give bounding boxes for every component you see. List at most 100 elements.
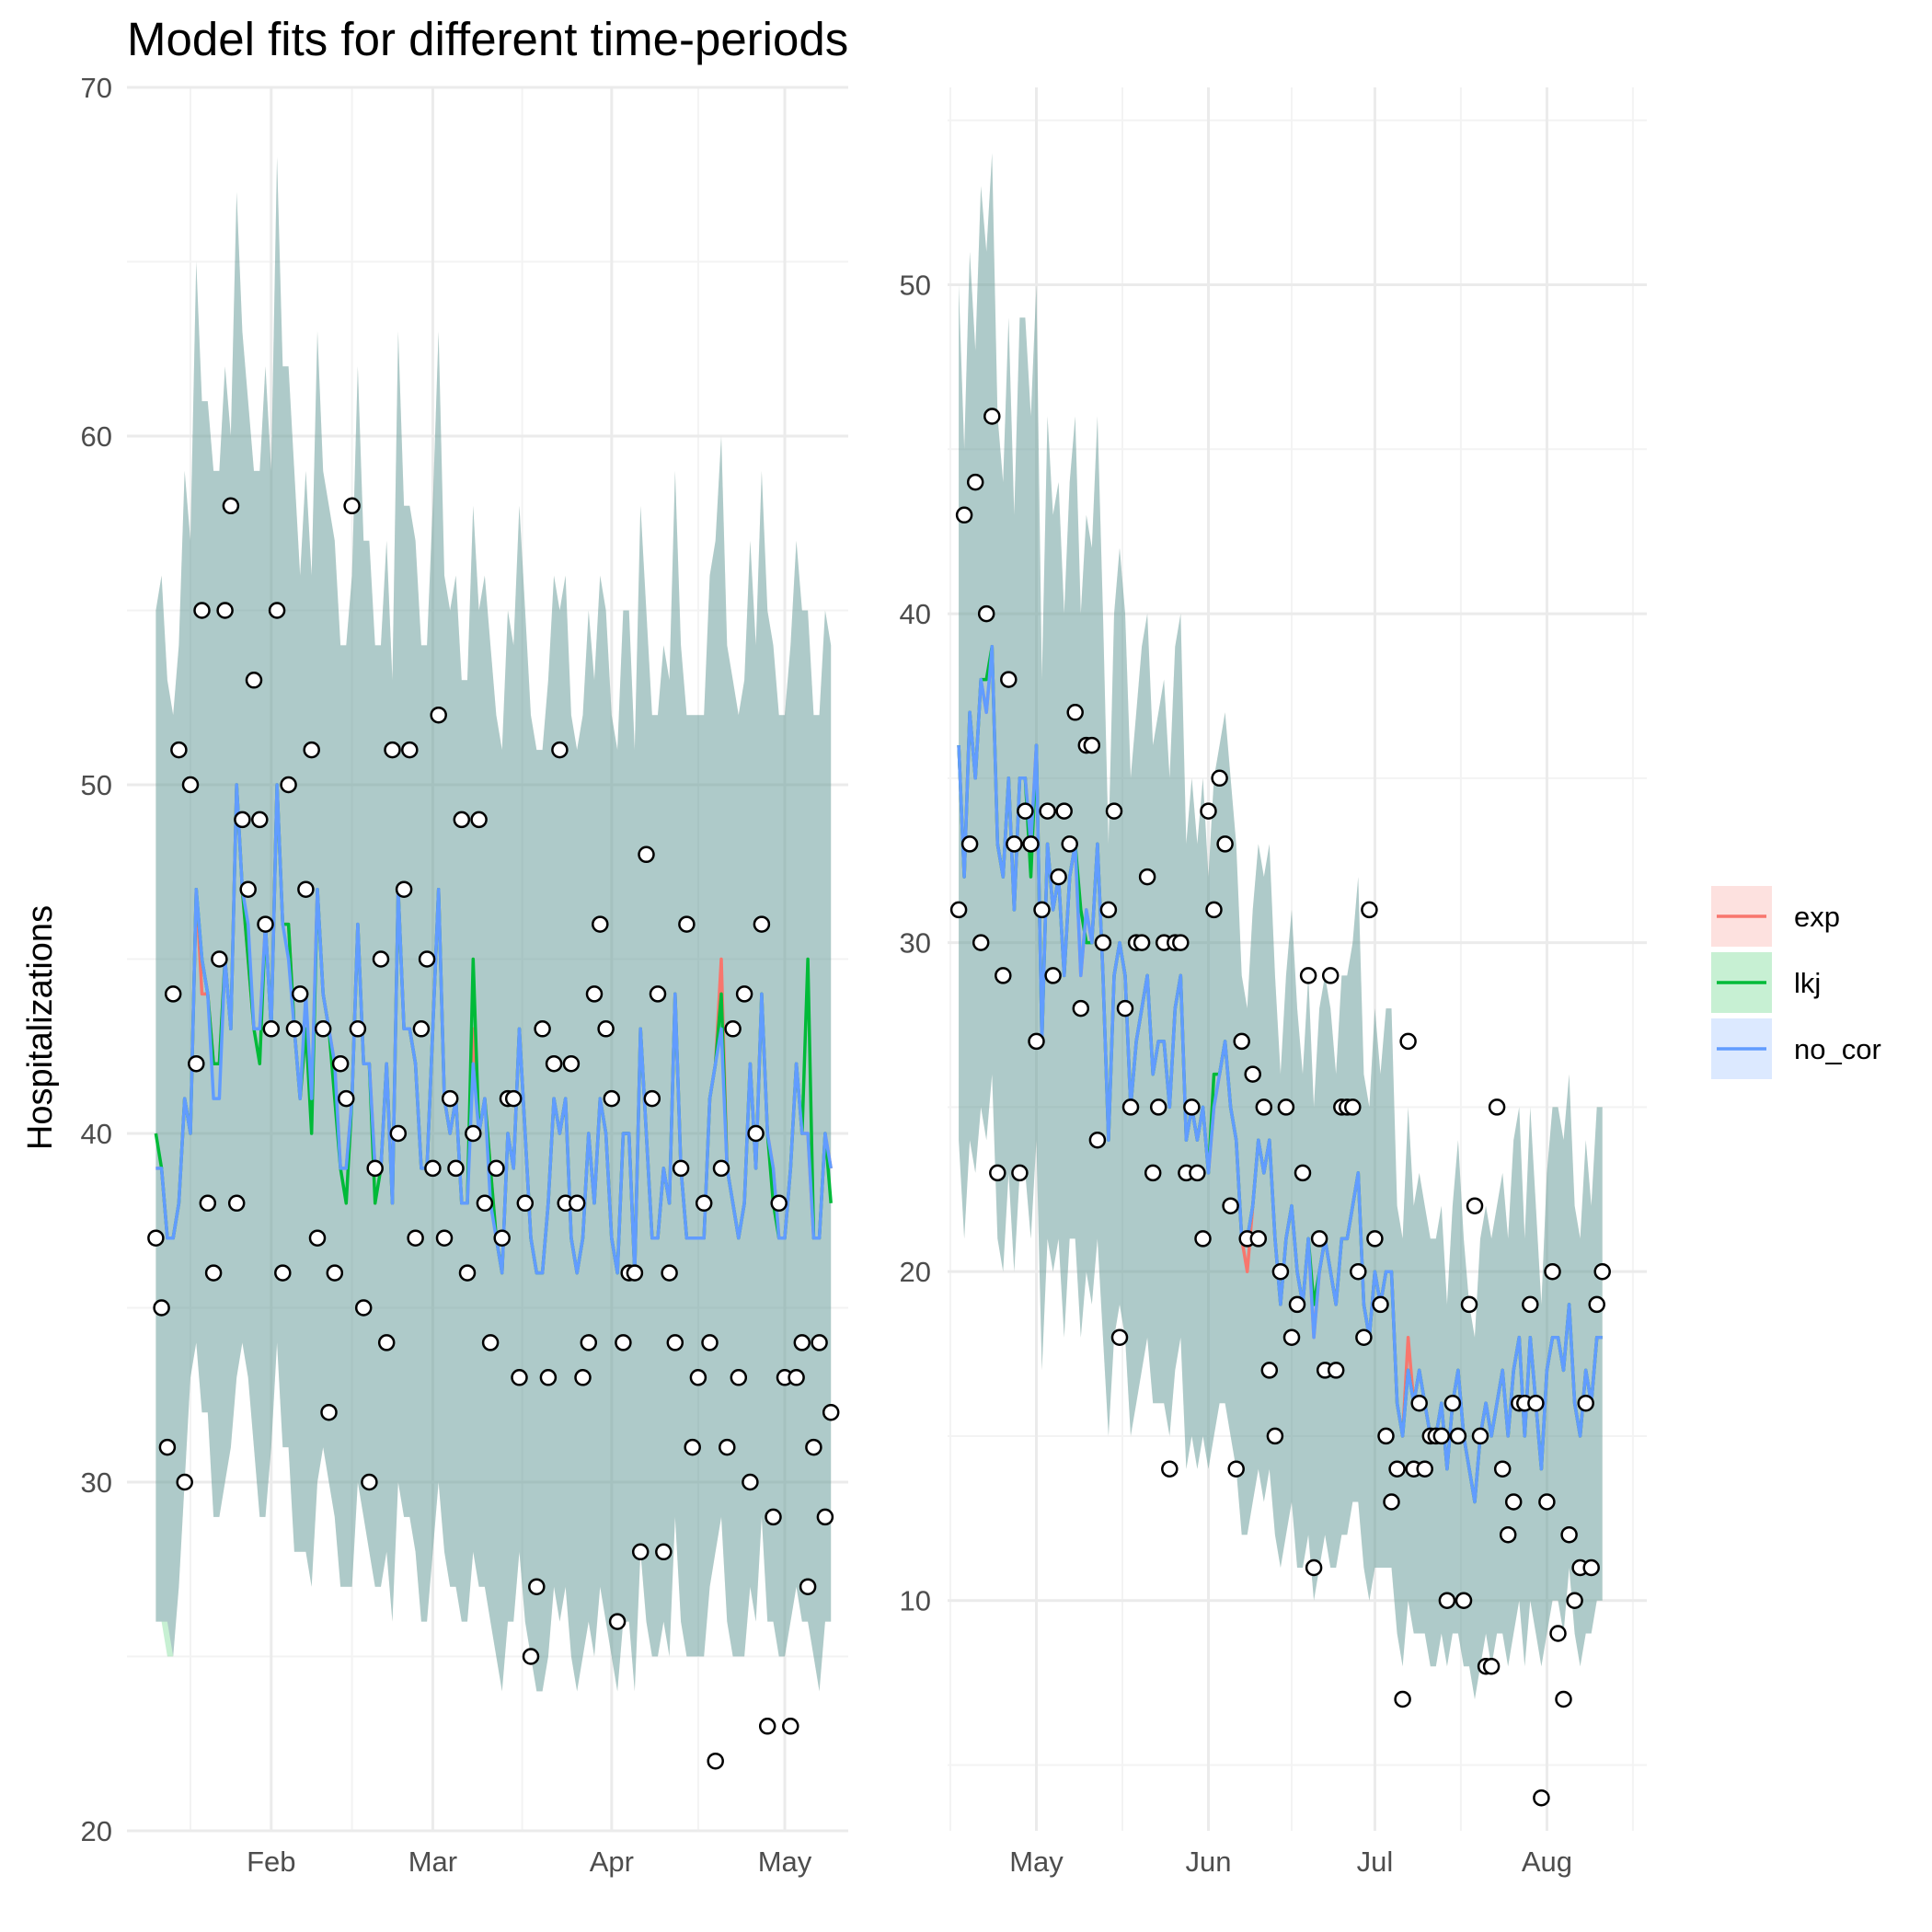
observed-point — [354, 1299, 373, 1317]
observed-point — [361, 1473, 378, 1491]
observed-point — [1039, 802, 1056, 820]
observed-point — [1593, 1262, 1611, 1281]
observed-point — [1088, 1131, 1107, 1149]
observed-point — [158, 1438, 177, 1456]
observed-point — [1149, 1098, 1167, 1116]
observed-point — [222, 497, 240, 515]
observed-point — [199, 1194, 217, 1213]
observed-point — [995, 967, 1012, 984]
observed-point — [516, 1194, 535, 1213]
observed-point — [303, 741, 320, 759]
observed-point — [580, 1334, 598, 1351]
y-tick-label: 40 — [81, 1118, 112, 1150]
observed-point — [1438, 1592, 1456, 1609]
observed-point — [447, 1159, 465, 1178]
y-tick-label: 50 — [900, 270, 931, 302]
observed-point — [1350, 1262, 1367, 1281]
panel-right: 10 20 30 40 50 May Jun Jul Aug — [900, 87, 1647, 1878]
observed-point — [712, 1159, 730, 1178]
observed-point — [1138, 868, 1156, 886]
observed-point — [1011, 1164, 1029, 1182]
observed-point — [1216, 835, 1234, 853]
observed-point — [1066, 704, 1084, 721]
observed-point — [1211, 769, 1228, 788]
observed-point — [960, 835, 979, 853]
observed-point — [1471, 1427, 1489, 1445]
observed-point — [1533, 1788, 1550, 1807]
observed-point — [1388, 1460, 1406, 1478]
observed-point — [1482, 1657, 1501, 1675]
chart-title: Model fits for different time-periods — [127, 13, 848, 65]
observed-point — [568, 1194, 586, 1213]
observed-point — [227, 1194, 246, 1213]
observed-point — [1327, 1362, 1345, 1379]
observed-point — [822, 1403, 840, 1421]
observed-point — [631, 1543, 650, 1561]
observed-point — [1121, 1098, 1140, 1116]
observed-point — [1288, 1295, 1306, 1314]
x-tick-label: Feb — [247, 1846, 295, 1878]
observed-point — [1361, 901, 1378, 919]
observed-point — [1022, 835, 1040, 853]
x-tick-label: Aug — [1522, 1846, 1572, 1878]
observed-point — [274, 1264, 292, 1282]
observed-point — [545, 1054, 563, 1073]
observed-point — [765, 1508, 782, 1526]
observed-point — [297, 880, 315, 898]
observed-point — [1582, 1558, 1600, 1577]
observed-point — [389, 1124, 408, 1143]
observed-point — [1105, 802, 1123, 820]
observed-point — [724, 1020, 742, 1038]
observed-point — [1566, 1592, 1583, 1609]
y-tick-label: 10 — [900, 1585, 931, 1617]
observed-point — [1366, 1230, 1384, 1248]
observed-point — [1294, 1164, 1312, 1182]
observed-point — [338, 1089, 355, 1108]
observed-point — [1372, 1295, 1389, 1314]
observed-point — [528, 1578, 546, 1595]
legend-label-lkj: lkj — [1794, 967, 1821, 999]
observed-point — [441, 1089, 459, 1108]
ribbon-lkj — [959, 153, 1603, 1699]
observed-point — [493, 1229, 511, 1247]
observed-point — [1522, 1295, 1539, 1314]
observed-point — [788, 1369, 805, 1386]
observed-point — [1266, 1427, 1284, 1445]
observed-point — [701, 1334, 719, 1351]
observed-point — [638, 845, 655, 864]
observed-point — [1449, 1427, 1467, 1445]
observed-point — [1310, 1230, 1328, 1248]
observed-point — [977, 604, 995, 623]
observed-point — [458, 1264, 477, 1282]
observed-point — [511, 1369, 528, 1386]
observed-point — [418, 950, 436, 968]
observed-point — [574, 1369, 592, 1386]
observed-point — [949, 901, 968, 919]
observed-point — [730, 1369, 748, 1386]
observed-point — [349, 1020, 367, 1038]
observed-point — [1466, 1197, 1484, 1214]
observed-point — [1499, 1525, 1517, 1544]
observed-point — [666, 1334, 684, 1351]
y-tick-label: 20 — [81, 1815, 112, 1847]
observed-point — [689, 1369, 707, 1386]
observed-point — [735, 985, 753, 1003]
observed-point — [1110, 1328, 1129, 1346]
observed-point — [453, 811, 471, 829]
observed-point — [1321, 967, 1340, 984]
observed-point — [1222, 1197, 1239, 1214]
observed-point — [972, 934, 990, 951]
observed-point — [1000, 671, 1018, 688]
observed-point — [435, 1229, 454, 1247]
observed-point — [326, 1264, 344, 1282]
observed-point — [164, 985, 182, 1003]
observed-point — [1493, 1460, 1512, 1478]
observed-point — [1094, 934, 1112, 951]
observed-point — [539, 1369, 558, 1386]
observed-point — [1549, 1625, 1567, 1642]
observed-point — [320, 1403, 338, 1421]
observed-point — [719, 1438, 736, 1456]
observed-point — [758, 1718, 776, 1735]
observed-point — [170, 741, 188, 759]
observed-point — [661, 1264, 678, 1282]
